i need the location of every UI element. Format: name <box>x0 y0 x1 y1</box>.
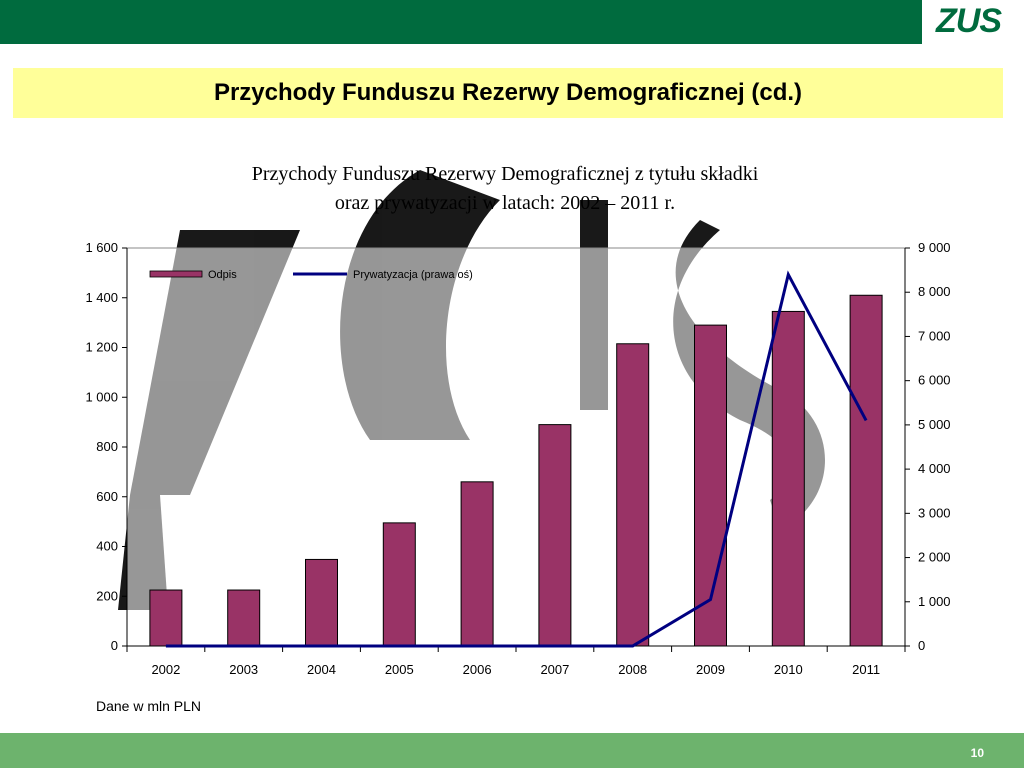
bar <box>771 310 805 647</box>
bar <box>849 294 883 647</box>
right-tick-label: 6 000 <box>918 373 951 388</box>
legend-label: Prywatyzacja (prawa oś) <box>353 269 473 281</box>
left-tick-label: 1 000 <box>85 389 118 404</box>
x-tick-label: 2003 <box>229 662 258 677</box>
logo: ZUS <box>922 0 1024 48</box>
x-tick-label: 2004 <box>307 662 336 677</box>
chart-title-line: oraz prywatyzacji w latach: 2002 – 2011 … <box>335 192 675 214</box>
title-banner: Przychody Funduszu Rezerwy Demograficzne… <box>13 68 1003 118</box>
right-tick-label: 9 000 <box>918 240 951 255</box>
line-series <box>165 270 868 648</box>
line-path <box>165 270 868 648</box>
bar <box>149 589 183 647</box>
left-tick-label: 1 400 <box>85 290 118 305</box>
bar <box>382 522 416 647</box>
right-tick-label: 5 000 <box>918 417 951 432</box>
x-tick-label: 2011 <box>852 662 880 677</box>
x-tick-label: 2005 <box>385 662 414 677</box>
bar <box>460 481 494 647</box>
bar <box>616 343 650 647</box>
legend: Odpis Prywatyzacja (prawa oś) <box>149 269 473 281</box>
left-tick-label: 600 <box>96 489 118 504</box>
x-tick-label: 2006 <box>463 662 492 677</box>
right-tick-label: 7 000 <box>918 328 951 343</box>
left-tick-label: 200 <box>96 588 118 603</box>
top-bar <box>0 0 1024 44</box>
right-axis: 0 1 000 2 000 3 000 4 000 5 000 6 000 7 000 8 00… <box>904 240 951 653</box>
bar-series <box>149 294 883 647</box>
chart-title-line: Przychody Funduszu Rezerwy Demograficzne… <box>252 163 759 185</box>
x-tick-label: 2009 <box>696 662 725 677</box>
right-tick-label: 0 <box>918 638 925 653</box>
x-tick-label: 2007 <box>540 662 569 677</box>
left-tick-label: 400 <box>96 539 118 554</box>
bar <box>305 558 338 647</box>
left-tick-label: 1 200 <box>85 340 118 355</box>
right-tick-label: 8 000 <box>918 284 951 299</box>
left-tick-label: 1 600 <box>85 240 118 255</box>
legend-label: Odpis <box>208 269 237 281</box>
chart-title: Przychody Funduszu Rezerwy Demograficzne… <box>252 163 759 214</box>
bar <box>227 589 261 647</box>
chart: Przychody Funduszu Rezerwy Demograficzne… <box>85 163 951 677</box>
right-tick-label: 1 000 <box>918 594 951 609</box>
bar <box>694 324 727 647</box>
left-tick-label: 0 <box>111 638 118 653</box>
footnote: Dane w mln PLN <box>96 698 202 714</box>
left-tick-label: 800 <box>96 439 118 454</box>
page-number: 10 <box>970 746 984 760</box>
x-tick-label: 2008 <box>618 662 647 677</box>
right-tick-label: 4 000 <box>918 461 951 476</box>
x-tick-label: 2002 <box>151 662 180 677</box>
x-axis: 2002 2003 2004 2005 2006 2007 2008 2009 2010 2011 <box>126 645 906 677</box>
logo-text: ZUS <box>936 2 1002 40</box>
bottom-bar: 10 <box>0 733 1024 768</box>
left-axis: 0 200 400 600 800 1 000 1 200 1 400 1 600 <box>85 240 128 653</box>
legend-swatch-bar <box>149 270 203 278</box>
x-tick-label: 2010 <box>774 662 803 677</box>
right-tick-label: 3 000 <box>918 505 951 520</box>
bar <box>538 424 572 647</box>
right-tick-label: 2 000 <box>918 550 951 565</box>
slide-title: Przychody Funduszu Rezerwy Demograficzne… <box>213 79 803 106</box>
